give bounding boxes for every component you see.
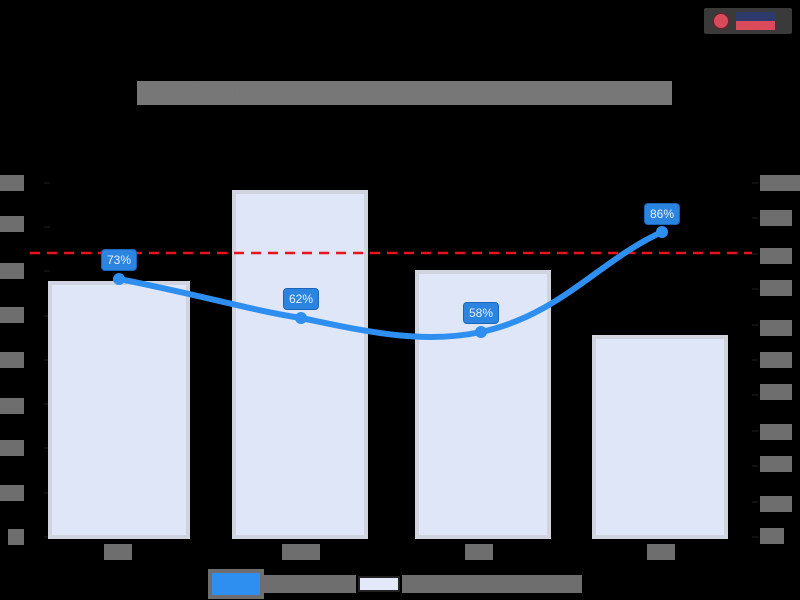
legend-line-swatch[interactable] [208,569,264,599]
logo-line2: EXPLORER [736,21,775,30]
point-3[interactable] [475,326,487,338]
line-series [116,229,665,341]
right-tick-60: 60% [760,320,792,336]
bar-4[interactable] [592,335,728,539]
bar-2[interactable] [232,190,368,539]
x-label-3: Cat 3 [465,544,493,560]
bar-1[interactable] [48,281,190,539]
data-label-3: 58% [462,302,500,324]
data-label-1: 73% [100,249,138,271]
left-tick-6: 6 [0,263,24,279]
legend-bar-swatch[interactable] [358,576,400,592]
left-axis-ticks [44,182,50,538]
left-tick-1: 1 [0,485,24,501]
left-tick-4: 4 [0,352,24,368]
brand-logo: STATISTA EXPLORER [704,8,792,34]
right-tick-0: 0% [760,528,784,544]
legend-bar-label[interactable]: Bar series label text [402,575,582,593]
chart-legend: Line series label Bar series label text [208,569,582,599]
right-tick-70: 70% [760,280,792,296]
right-tick-50: 50% [760,352,792,368]
left-tick-2: 2 [0,440,24,456]
data-label-2: 62% [282,288,320,310]
right-tick-90: 90% [760,210,792,226]
right-tick-30: 30% [760,424,792,440]
chart-title: Page title blurred in source image [137,81,672,105]
right-tick-20: 20% [760,456,792,472]
left-tick-5: 5 [0,307,24,323]
line-markers [113,226,668,338]
right-tick-10: 10% [760,496,792,512]
x-label-2: Cat 2 [282,544,320,560]
left-tick-7: 7 [0,216,24,232]
left-tick-3: 3 [0,398,24,414]
right-axis-ticks [752,182,758,538]
left-tick-8: 8 [0,175,24,191]
right-tick-100: 100% [760,175,800,191]
logo-line1: STATISTA [736,12,775,21]
right-tick-40: 40% [760,384,792,400]
data-label-4: 86% [643,203,681,225]
point-2[interactable] [295,312,307,324]
left-tick-0: 0 [8,529,24,545]
legend-line-label[interactable]: Line series label [264,575,356,593]
bar-series [48,190,728,539]
logo-icon [712,12,730,30]
x-label-4: Cat 4 [647,544,675,560]
point-1[interactable] [113,273,125,285]
x-label-1: Cat 1 [104,544,132,560]
right-tick-80: 80% [760,248,792,264]
point-4[interactable] [656,226,668,238]
